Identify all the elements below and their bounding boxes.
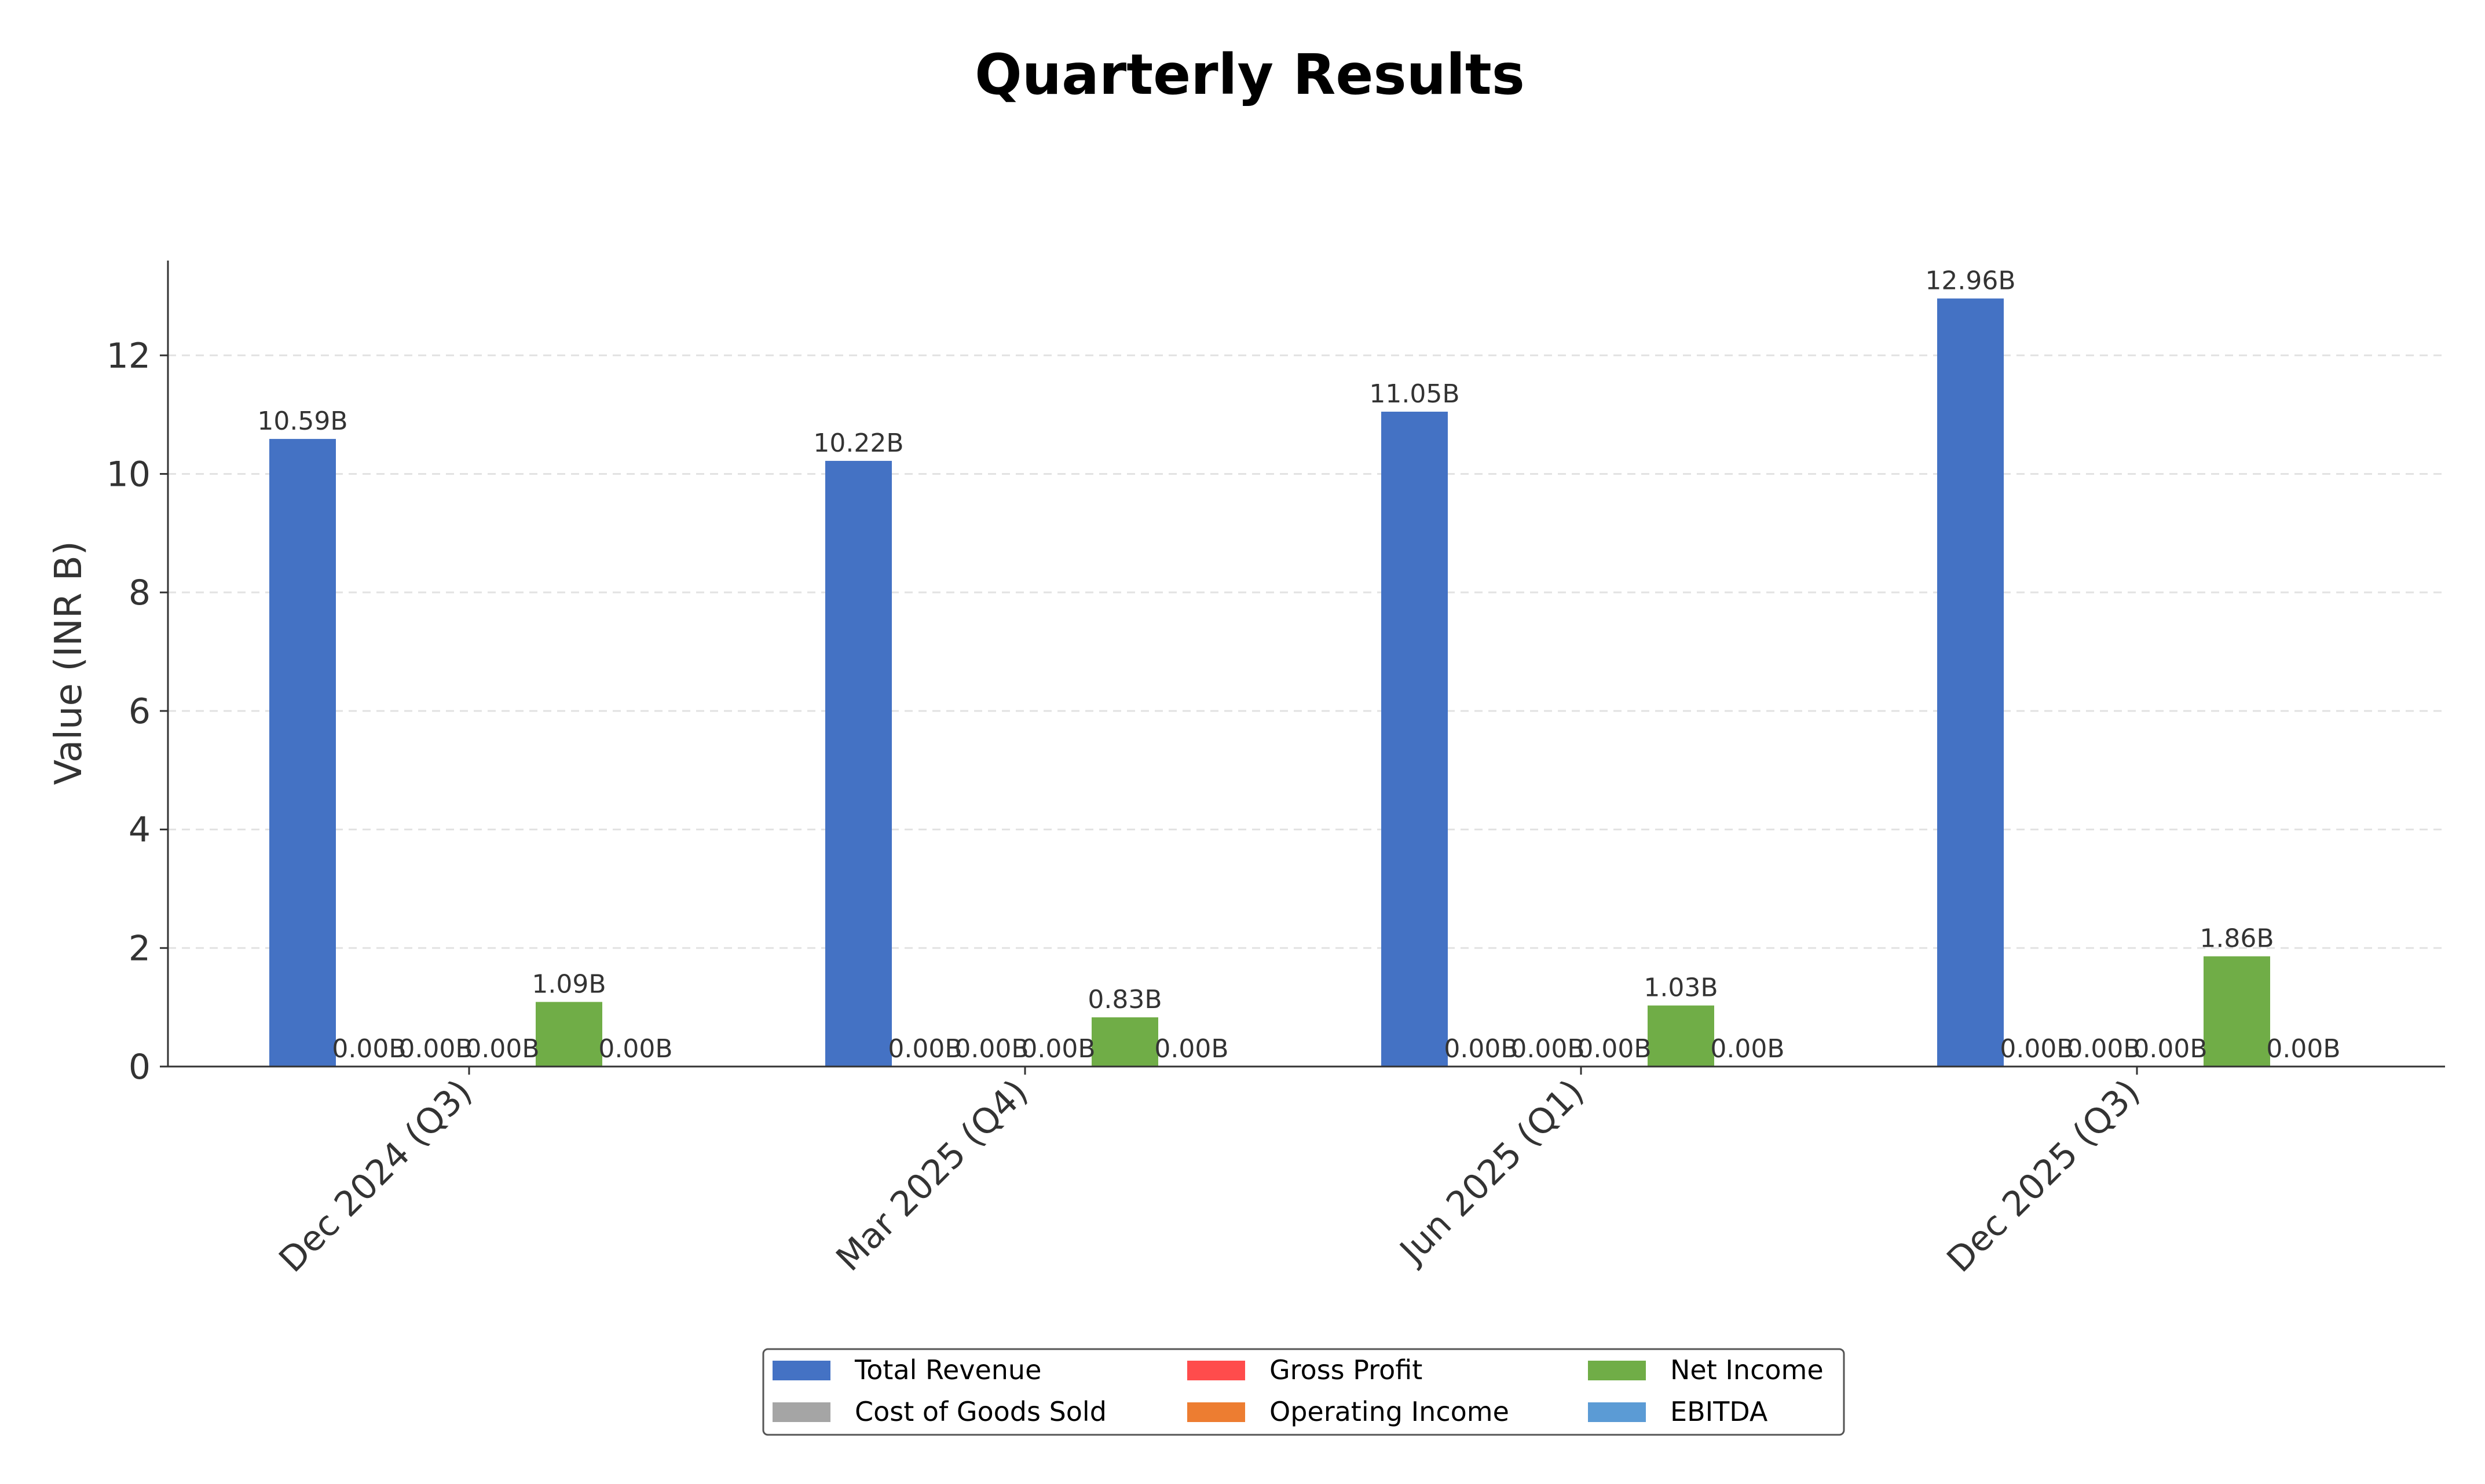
bar-value-label: 1.86B bbox=[2199, 924, 2274, 954]
bar bbox=[269, 439, 336, 1067]
bar-value-label: 0.00B bbox=[1154, 1034, 1228, 1064]
bar-value-label: 0.00B bbox=[954, 1034, 1029, 1064]
bar bbox=[1648, 1005, 1714, 1067]
bar-value-label: 10.22B bbox=[813, 428, 903, 458]
bar bbox=[1381, 412, 1448, 1067]
bar-value-label: 12.96B bbox=[1925, 266, 2015, 296]
y-tick-label: 2 bbox=[129, 928, 151, 969]
legend-item-label: Gross Profit bbox=[1269, 1354, 1422, 1386]
bar bbox=[1092, 1017, 1158, 1067]
bar-value-label: 0.00B bbox=[2000, 1034, 2074, 1064]
bar-value-label: 0.00B bbox=[2266, 1034, 2340, 1064]
legend-swatch bbox=[1187, 1361, 1245, 1380]
bar-value-label: 0.00B bbox=[1577, 1034, 1651, 1064]
y-tick-label: 8 bbox=[129, 573, 151, 613]
bar-value-label: 0.00B bbox=[1710, 1034, 1784, 1064]
y-tick-label: 0 bbox=[129, 1047, 151, 1087]
legend-item-label: Total Revenue bbox=[854, 1354, 1041, 1386]
chart-title: Quarterly Results bbox=[975, 42, 1525, 107]
bar-value-label: 0.00B bbox=[332, 1034, 406, 1064]
bar-value-label: 11.05B bbox=[1369, 379, 1459, 409]
bar bbox=[825, 460, 892, 1067]
axes-layer bbox=[167, 261, 2445, 1068]
bar-value-label: 0.00B bbox=[398, 1034, 473, 1064]
bar-value-label: 0.00B bbox=[598, 1034, 672, 1064]
legend-item-label: Operating Income bbox=[1269, 1396, 1509, 1427]
bar-value-label: 1.09B bbox=[532, 969, 606, 999]
legend-frame bbox=[762, 1348, 1845, 1436]
bar-value-label: 0.00B bbox=[888, 1034, 962, 1064]
y-axis-label: Value (INR B) bbox=[47, 541, 90, 785]
x-tick-label: Dec 2024 (Q3) bbox=[272, 1072, 480, 1280]
bar-value-label: 0.83B bbox=[1088, 985, 1162, 1014]
bar bbox=[1937, 298, 2004, 1067]
x-tick-label: Dec 2025 (Q3) bbox=[1939, 1072, 2148, 1280]
y-tick-label: 10 bbox=[107, 454, 151, 494]
legend-swatch bbox=[1588, 1402, 1646, 1422]
legend-swatch bbox=[773, 1361, 830, 1380]
bar-value-label: 0.00B bbox=[2133, 1034, 2207, 1064]
y-tick-label: 6 bbox=[129, 691, 151, 732]
legend: Total Revenue Cost of Goods Sold Gross Pro… bbox=[762, 1348, 1845, 1436]
bar bbox=[536, 1002, 602, 1067]
legend-item-label: EBITDA bbox=[1670, 1396, 1768, 1427]
bar-value-label: 10.59B bbox=[257, 406, 347, 436]
y-tick-label: 12 bbox=[107, 336, 151, 376]
y-tick-label: 4 bbox=[129, 810, 151, 851]
bars-layer bbox=[269, 298, 2270, 1067]
ticks-layer: 0 2 4 6 8 10 12 Dec 2024 (Q3) Mar 2025 (Q4) Jun 2… bbox=[107, 336, 2148, 1280]
x-tick-label: Jun 2025 (Q1) bbox=[1391, 1072, 1592, 1273]
grid-layer bbox=[168, 354, 2445, 949]
bar-value-label: 0.00B bbox=[1444, 1034, 1518, 1064]
legend-swatch bbox=[1588, 1361, 1646, 1380]
legend-item-label: Net Income bbox=[1670, 1354, 1824, 1386]
bar-value-label: 0.00B bbox=[1021, 1034, 1095, 1064]
bar-value-label: 0.00B bbox=[2066, 1034, 2140, 1064]
legend-swatch bbox=[1187, 1402, 1245, 1422]
x-tick-label: Mar 2025 (Q4) bbox=[829, 1072, 1036, 1279]
data-labels-layer: 10.59B0.00B0.00B0.00B1.09B0.00B10.22B0.0… bbox=[257, 266, 2340, 1064]
bar-value-label: 1.03B bbox=[1644, 973, 1718, 1003]
bar bbox=[2204, 956, 2270, 1067]
legend-item-label: Cost of Goods Sold bbox=[855, 1396, 1107, 1427]
bar-value-label: 0.00B bbox=[1510, 1034, 1584, 1064]
legend-swatch bbox=[773, 1402, 830, 1422]
bar-value-label: 0.00B bbox=[465, 1034, 539, 1064]
